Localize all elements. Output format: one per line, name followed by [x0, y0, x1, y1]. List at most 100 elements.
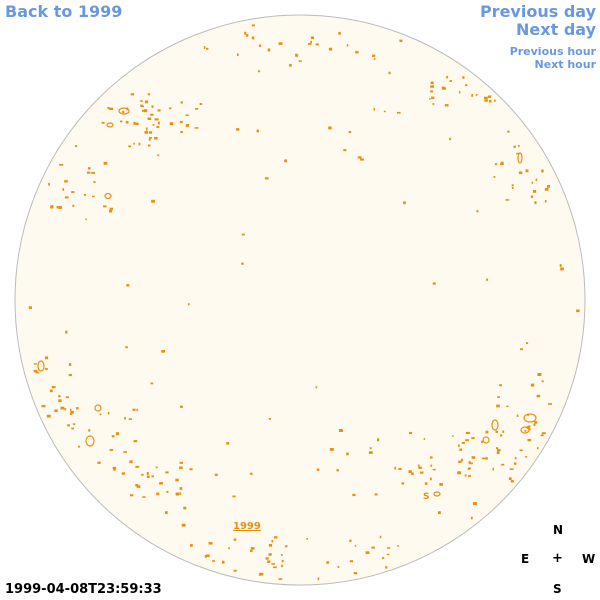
speckle-mark	[369, 447, 372, 450]
speckle-mark	[149, 137, 152, 139]
speckle-mark	[126, 107, 129, 111]
speckle-mark	[264, 177, 269, 180]
speckle-mark	[75, 407, 79, 410]
speckle-mark	[516, 414, 519, 417]
speckle-mark	[419, 471, 424, 474]
speckle-mark	[388, 71, 391, 75]
speckle-mark	[126, 284, 130, 287]
speckle-mark	[520, 348, 523, 351]
speckle-mark	[87, 171, 91, 174]
speckle-mark	[155, 466, 158, 469]
back-to-year-link[interactable]: Back to 1999	[5, 2, 123, 21]
speckle-mark	[148, 144, 151, 147]
speckle-mark	[397, 545, 399, 547]
speckle-mark	[533, 190, 537, 193]
speckle-mark	[373, 108, 375, 111]
speckle-mark	[424, 482, 428, 485]
speckle-mark	[373, 58, 376, 60]
speckle-mark	[133, 440, 138, 443]
speckle-mark	[179, 120, 183, 124]
speckle-mark	[465, 431, 470, 435]
speckle-mark	[65, 396, 69, 399]
speckle-mark	[226, 442, 230, 445]
speckle-mark	[468, 461, 471, 464]
speckle-mark	[278, 578, 283, 580]
speckle-mark	[146, 475, 150, 478]
speckle-mark	[354, 545, 357, 547]
contour-ring	[433, 491, 441, 497]
speckle-mark	[374, 493, 378, 496]
speckle-mark	[544, 200, 547, 203]
speckle-mark	[101, 121, 105, 124]
speckle-mark	[44, 356, 49, 360]
speckle-mark	[352, 493, 356, 497]
speckle-mark	[70, 411, 74, 414]
previous-day-link[interactable]: Previous day	[479, 2, 596, 21]
compass-north-label: N	[553, 523, 564, 537]
speckle-mark	[430, 464, 433, 467]
speckle-mark	[135, 465, 140, 468]
speckle-mark	[494, 99, 496, 102]
speckle-mark	[372, 54, 376, 57]
speckle-mark	[161, 350, 165, 353]
speckle-mark	[438, 511, 441, 515]
speckle-mark	[146, 472, 149, 475]
speckle-mark	[547, 185, 550, 188]
speckle-mark	[109, 209, 113, 213]
speckle-mark	[68, 363, 72, 366]
speckle-mark	[449, 80, 452, 82]
speckle-mark	[337, 566, 340, 568]
speckle-mark	[119, 120, 123, 123]
contour-ring	[523, 413, 537, 423]
speckle-mark	[142, 109, 144, 112]
speckle-mark	[485, 457, 488, 460]
speckle-mark	[140, 104, 143, 108]
speckle-mark	[179, 466, 183, 469]
speckle-mark	[280, 554, 283, 556]
year-marker-link[interactable]: 1999	[233, 521, 261, 532]
speckle-mark	[140, 100, 143, 102]
speckle-mark	[203, 46, 206, 49]
speckle-mark	[128, 418, 132, 420]
speckle-mark	[518, 145, 520, 147]
speckle-mark	[444, 104, 449, 107]
speckle-mark	[429, 456, 433, 459]
solar-disk	[14, 14, 586, 586]
speckle-mark	[500, 434, 503, 437]
speckle-mark	[175, 478, 179, 482]
speckle-mark	[103, 161, 108, 165]
speckle-mark	[166, 490, 169, 493]
speckle-mark	[51, 205, 54, 208]
speckle-mark	[526, 426, 530, 429]
speckle-mark	[476, 210, 479, 213]
speckle-mark	[295, 53, 298, 56]
speckle-mark	[387, 547, 391, 549]
speckle-mark	[488, 99, 492, 103]
contour-ring	[482, 436, 490, 444]
speckle-mark	[121, 472, 125, 475]
observation-timestamp: 1999-04-08T23:59:33	[5, 582, 162, 597]
speckle-mark	[65, 330, 68, 334]
speckle-mark	[214, 473, 218, 476]
previous-hour-link[interactable]: Previous hour	[509, 45, 596, 58]
speckle-mark	[534, 201, 537, 205]
speckle-mark	[60, 406, 65, 410]
speckle-mark	[505, 199, 510, 201]
speckle-mark	[85, 218, 87, 221]
next-hour-link[interactable]: Next hour	[534, 58, 597, 71]
speckle-mark	[179, 405, 183, 408]
speckle-mark	[527, 438, 532, 442]
speckle-mark	[431, 96, 435, 100]
speckle-mark	[204, 554, 207, 558]
speckle-mark	[497, 449, 501, 452]
next-day-link[interactable]: Next day	[516, 20, 596, 39]
speckle-mark	[399, 39, 403, 42]
speckle-mark	[500, 161, 504, 164]
speckle-mark	[132, 408, 136, 411]
speckle-mark	[494, 163, 498, 166]
speckle-mark	[72, 204, 75, 207]
speckle-mark	[467, 468, 471, 470]
speckle-mark	[259, 572, 264, 576]
speckle-mark	[251, 24, 255, 27]
